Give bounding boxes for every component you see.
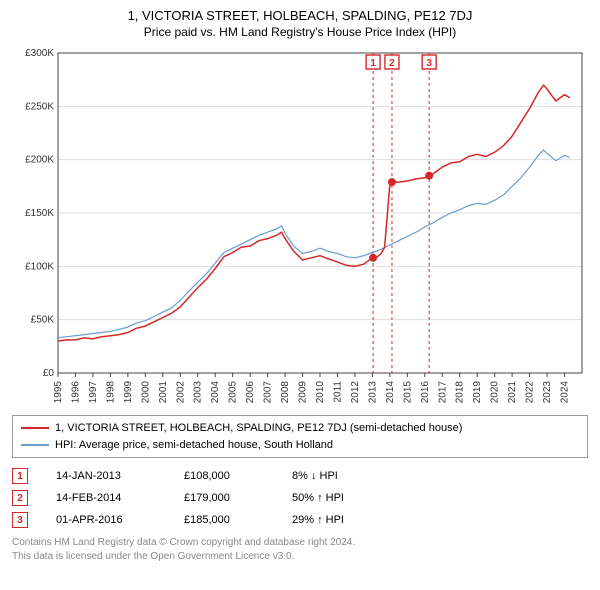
legend-swatch-property (21, 427, 49, 429)
marker-badge-2: 2 (12, 490, 28, 506)
svg-text:2005: 2005 (228, 381, 239, 404)
marker-date: 01-APR-2016 (56, 514, 156, 526)
marker-badge-1: 1 (12, 468, 28, 484)
svg-text:2: 2 (389, 58, 395, 69)
svg-text:2020: 2020 (490, 381, 501, 404)
legend-label-hpi: HPI: Average price, semi-detached house,… (55, 437, 333, 454)
svg-text:2024: 2024 (560, 381, 571, 404)
svg-text:2017: 2017 (437, 381, 448, 404)
svg-text:2006: 2006 (245, 381, 256, 404)
svg-text:1: 1 (370, 58, 376, 69)
marker-price: £185,000 (184, 514, 264, 526)
svg-text:2001: 2001 (158, 381, 169, 404)
marker-badge-3: 3 (12, 512, 28, 528)
marker-diff: 50% ↑ HPI (292, 492, 392, 504)
svg-text:2009: 2009 (298, 381, 309, 404)
legend-item-hpi: HPI: Average price, semi-detached house,… (21, 437, 579, 454)
svg-text:£0: £0 (43, 368, 55, 379)
legend-swatch-hpi (21, 444, 49, 446)
svg-text:£200K: £200K (25, 155, 54, 166)
svg-text:2015: 2015 (402, 381, 413, 404)
svg-text:2021: 2021 (507, 381, 518, 404)
line-chart-svg: £0 £50K £100K £150K £200K £250K £300K 1995 1996 1… (12, 45, 588, 405)
svg-text:2007: 2007 (263, 381, 274, 404)
svg-text:2011: 2011 (332, 381, 343, 403)
svg-text:2022: 2022 (525, 381, 536, 404)
svg-text:2023: 2023 (542, 381, 553, 404)
chart-container: 1, VICTORIA STREET, HOLBEACH, SPALDING, … (0, 0, 600, 571)
marker-date: 14-JAN-2013 (56, 470, 156, 482)
svg-text:2019: 2019 (472, 381, 483, 404)
table-row: 1 14-JAN-2013 £108,000 8% ↓ HPI (12, 468, 588, 484)
svg-text:2018: 2018 (455, 381, 466, 404)
legend-label-property: 1, VICTORIA STREET, HOLBEACH, SPALDING, … (55, 420, 462, 437)
legend-item-property: 1, VICTORIA STREET, HOLBEACH, SPALDING, … (21, 420, 579, 437)
svg-text:1996: 1996 (70, 381, 81, 404)
svg-text:1997: 1997 (88, 381, 99, 404)
svg-text:2014: 2014 (385, 381, 396, 404)
table-row: 2 14-FEB-2014 £179,000 50% ↑ HPI (12, 490, 588, 506)
marker-diff: 8% ↓ HPI (292, 470, 392, 482)
svg-text:2013: 2013 (367, 381, 378, 404)
svg-text:£100K: £100K (25, 261, 54, 272)
svg-text:2004: 2004 (210, 381, 221, 404)
svg-text:£300K: £300K (25, 48, 54, 59)
chart-title: 1, VICTORIA STREET, HOLBEACH, SPALDING, … (12, 8, 588, 23)
svg-text:2002: 2002 (175, 381, 186, 404)
footnote-line-2: This data is licensed under the Open Gov… (12, 550, 588, 564)
footnote-line-1: Contains HM Land Registry data © Crown c… (12, 536, 588, 550)
svg-text:2012: 2012 (350, 381, 361, 404)
svg-text:2010: 2010 (315, 381, 326, 404)
svg-text:2003: 2003 (193, 381, 204, 404)
marker-date: 14-FEB-2014 (56, 492, 156, 504)
svg-text:1995: 1995 (53, 381, 64, 404)
marker-price: £108,000 (184, 470, 264, 482)
svg-text:£50K: £50K (31, 315, 55, 326)
chart-subtitle: Price paid vs. HM Land Registry's House … (12, 25, 588, 39)
legend: 1, VICTORIA STREET, HOLBEACH, SPALDING, … (12, 415, 588, 458)
footnote: Contains HM Land Registry data © Crown c… (12, 536, 588, 563)
chart-plot: £0 £50K £100K £150K £200K £250K £300K 1995 1996 1… (12, 45, 588, 405)
svg-text:1999: 1999 (123, 381, 134, 404)
svg-text:2000: 2000 (140, 381, 151, 404)
markers-table: 1 14-JAN-2013 £108,000 8% ↓ HPI 2 14-FEB… (12, 468, 588, 528)
svg-text:2008: 2008 (280, 381, 291, 404)
table-row: 3 01-APR-2016 £185,000 29% ↑ HPI (12, 512, 588, 528)
svg-text:£250K: £250K (25, 101, 54, 112)
marker-price: £179,000 (184, 492, 264, 504)
svg-text:1998: 1998 (105, 381, 116, 404)
svg-text:£150K: £150K (25, 208, 54, 219)
marker-diff: 29% ↑ HPI (292, 514, 392, 526)
svg-text:2016: 2016 (420, 381, 431, 404)
svg-text:3: 3 (426, 58, 432, 69)
